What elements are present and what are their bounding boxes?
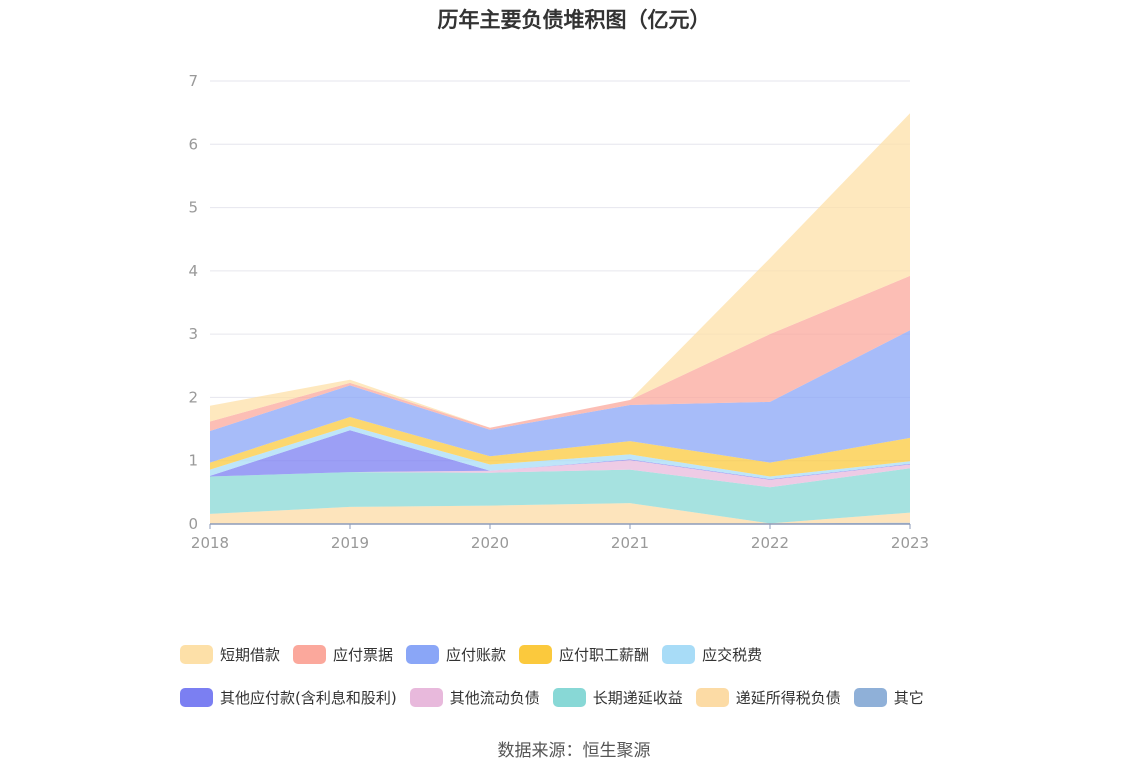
legend-row: 其他应付款(含利息和股利) 其他流动负债 长期递延收益 递延所得税负债 其它: [180, 683, 1000, 711]
x-tick-label: 2021: [611, 534, 649, 552]
chart-title: 历年主要负债堆积图（亿元）: [437, 8, 711, 32]
legend-swatch: [180, 644, 213, 664]
legend-item[interactable]: 短期借款: [180, 644, 280, 665]
area-9: [210, 113, 910, 428]
legend-swatch: [406, 644, 440, 664]
legend-item[interactable]: 应付账款: [406, 644, 506, 665]
legend-swatch: [662, 644, 696, 664]
x-tick-label: 2020: [471, 534, 509, 552]
legend-item[interactable]: 其它: [853, 687, 924, 708]
legend-row: 短期借款 应付票据 应付账款 应付职工薪酬 应交税费: [180, 640, 1000, 668]
x-axis: [209, 523, 911, 529]
area-3: [210, 460, 910, 488]
y-tick-label: 4: [188, 262, 198, 280]
legend-swatch: [695, 687, 729, 707]
area-5: [210, 425, 910, 480]
area-7: [210, 330, 910, 463]
area-1: [210, 503, 910, 524]
y-tick-label: 2: [188, 388, 198, 406]
legend-swatch: [409, 687, 443, 707]
legend-label: 应付票据: [333, 645, 394, 664]
legend-item[interactable]: 其他流动负债: [409, 687, 540, 708]
legend-item[interactable]: 应付职工薪酬: [519, 644, 649, 665]
legend-swatch: [552, 687, 586, 707]
area-8: [210, 275, 910, 431]
y-tick-label: 5: [188, 199, 198, 217]
y-tick-label: 0: [188, 515, 198, 533]
legend-item[interactable]: 其他应付款(含利息和股利): [180, 687, 397, 708]
area-2: [210, 468, 910, 524]
area-series: [210, 113, 910, 524]
legend-label: 短期借款: [220, 645, 281, 664]
y-tick-label: 3: [188, 325, 198, 343]
legend-label: 应付账款: [446, 645, 507, 664]
x-tick-label: 2023: [891, 534, 929, 552]
y-axis-ticks: 0 1 2 3 4 5 6 7: [188, 72, 198, 533]
legend: 短期借款 应付票据 应付账款 应付职工薪酬 应交税费 其他应付款(含利息和股利) 其他流动…: [180, 640, 1000, 726]
legend-item[interactable]: 应付票据: [293, 644, 393, 665]
legend-item[interactable]: 递延所得税负债: [695, 687, 841, 708]
y-tick-label: 1: [188, 452, 198, 470]
legend-label: 应付职工薪酬: [559, 645, 650, 664]
legend-swatch: [519, 644, 553, 664]
legend-label: 递延所得税负债: [735, 688, 841, 707]
x-tick-label: 2022: [751, 534, 789, 552]
stacked-area-chart: 0 1 2 3 4 5 6 7 2018 2019 2020 2021 2022 2023: [188, 72, 929, 552]
area-6: [210, 417, 910, 477]
legend-swatch: [180, 687, 213, 707]
legend-item[interactable]: 应交税费: [662, 644, 762, 665]
legend-item[interactable]: 长期递延收益: [552, 687, 683, 708]
y-tick-label: 6: [188, 135, 198, 153]
legend-label: 应交税费: [702, 645, 763, 664]
y-tick-label: 7: [188, 72, 198, 90]
x-tick-label: 2019: [331, 534, 369, 552]
legend-label: 其它: [893, 688, 924, 707]
legend-swatch: [293, 644, 327, 664]
area-4: [210, 430, 910, 480]
data-source: 数据来源：恒生聚源: [497, 741, 651, 761]
legend-swatch: [853, 687, 887, 707]
legend-label: 其他应付款(含利息和股利): [220, 688, 397, 707]
x-tick-label: 2018: [191, 534, 229, 552]
legend-label: 长期递延收益: [592, 688, 683, 707]
x-axis-ticks: 2018 2019 2020 2021 2022 2023: [191, 534, 929, 552]
legend-label: 其他流动负债: [449, 688, 540, 707]
